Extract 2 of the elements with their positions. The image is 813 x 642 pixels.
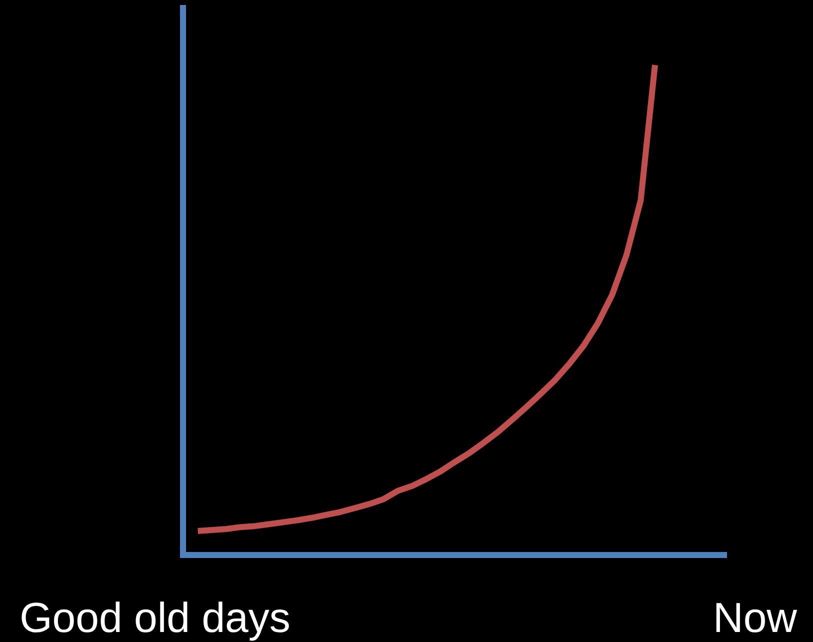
x-tick-label: Good old days [20,594,290,641]
x-tick-label: Now [712,594,798,641]
